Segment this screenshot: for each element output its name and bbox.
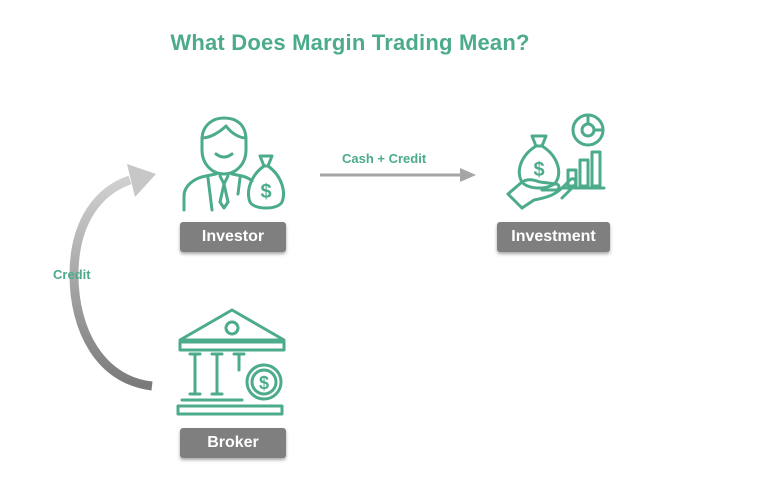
investor-with-money-bag-icon: $ (182, 116, 285, 212)
broker-label: Broker (180, 428, 286, 458)
svg-text:$: $ (259, 373, 269, 393)
investment-label: Investment (497, 222, 610, 252)
investor-to-investment-arrow (320, 168, 476, 182)
bank-building-dollar-icon: $ (176, 308, 286, 416)
investor-label: Investor (180, 222, 286, 252)
cash-credit-label: Cash + Credit (342, 151, 427, 166)
svg-text:$: $ (260, 181, 271, 203)
credit-label: Credit (53, 267, 91, 282)
broker-to-investor-arrow (69, 164, 156, 391)
svg-text:$: $ (533, 159, 544, 181)
page-title: What Does Margin Trading Mean? (170, 30, 530, 55)
hand-money-bag-chart-icon: $ (506, 113, 606, 210)
